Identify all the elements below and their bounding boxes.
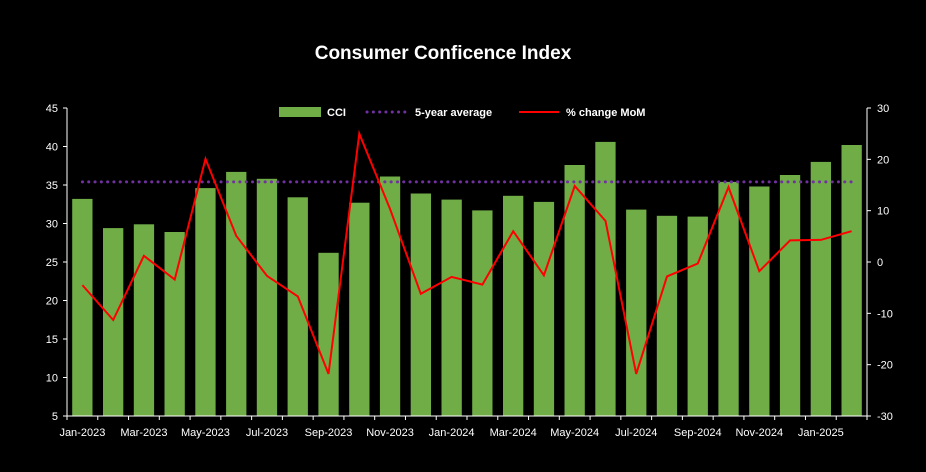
bar-cci-Nov-2023 xyxy=(379,176,401,416)
x-tick-label: Mar-2024 xyxy=(490,427,537,439)
y-right-tick-label: -30 xyxy=(877,411,893,423)
y-right-tick-label: -20 xyxy=(877,360,893,372)
legend-label-pct-change-mom: % change MoM xyxy=(566,107,645,119)
bar-cci-Jan-2024 xyxy=(441,199,462,416)
bar-cci-Oct-2023 xyxy=(349,202,370,416)
bar-cci-Mar-2023 xyxy=(133,224,155,416)
y-left-tick-label: 10 xyxy=(46,373,58,385)
bar-cci-May-2024 xyxy=(564,165,585,416)
x-tick-label: Jan-2025 xyxy=(798,427,844,439)
y-left-tick-label: 20 xyxy=(46,296,58,308)
bar-cci-Aug-2024 xyxy=(656,215,678,416)
y-left-tick-label: 45 xyxy=(46,103,58,115)
y-left-tick-label: 15 xyxy=(46,334,58,346)
bar-cci-Feb-2023 xyxy=(103,228,124,416)
x-tick-label: Mar-2023 xyxy=(120,427,167,439)
bar-cci-Jul-2023 xyxy=(256,178,278,416)
bar-cci-May-2023 xyxy=(195,188,216,416)
y-right-tick-label: 0 xyxy=(877,257,883,269)
legend-label-cci: CCI xyxy=(327,107,346,119)
y-right-tick-label: 20 xyxy=(877,154,889,166)
bar-cci-Nov-2024 xyxy=(749,186,770,416)
bar-cci-Apr-2023 xyxy=(164,232,185,416)
x-tick-label: Jul-2023 xyxy=(246,427,288,439)
x-tick-label: May-2023 xyxy=(181,427,230,439)
bar-cci-Feb-2025 xyxy=(841,145,862,416)
bar-cci-Dec-2023 xyxy=(410,193,431,416)
bar-cci-Sep-2023 xyxy=(318,252,339,416)
bar-cci-Jan-2023 xyxy=(72,198,93,416)
legend-swatch-cci xyxy=(279,107,321,117)
x-tick-label: Sep-2024 xyxy=(674,427,722,439)
x-tick-label: Jul-2024 xyxy=(615,427,657,439)
plot-area: 5 10 15 20 25 30 35 40 45 -30 -20 -10 0 10 20 30 Jan-202… xyxy=(46,103,893,439)
bar-cci-Feb-2024 xyxy=(472,210,493,416)
x-tick-label: Jan-2024 xyxy=(429,427,475,439)
x-tick-label: Nov-2024 xyxy=(735,427,783,439)
legend-label-5-year-average: 5-year average xyxy=(415,107,492,119)
y-left-tick-label: 35 xyxy=(46,180,58,192)
x-tick-label: Sep-2023 xyxy=(305,427,353,439)
bar-cci-Mar-2024 xyxy=(503,195,524,416)
bar-cci-Apr-2024 xyxy=(533,201,555,416)
y-left-tick-label: 40 xyxy=(46,142,58,154)
bar-cci-Jan-2025 xyxy=(810,161,831,416)
bar-cci-Dec-2024 xyxy=(779,175,801,416)
x-tick-label: Nov-2023 xyxy=(366,427,414,439)
y-right-tick-label: -10 xyxy=(877,308,893,320)
x-tick-label: May-2024 xyxy=(550,427,599,439)
bar-cci-Aug-2023 xyxy=(287,197,308,416)
y-left-tick-label: 5 xyxy=(52,411,58,423)
x-tick-label: Jan-2023 xyxy=(59,427,105,439)
bar-cci-Jun-2024 xyxy=(595,141,616,416)
y-right-tick-label: 30 xyxy=(877,103,889,115)
bar-cci-Jun-2023 xyxy=(226,171,247,416)
y-left-tick-label: 30 xyxy=(46,219,58,231)
legend: CCI 5-year average % change MoM xyxy=(279,107,645,119)
bar-cci-Jul-2024 xyxy=(626,209,647,416)
y-left-tick-label: 25 xyxy=(46,257,58,269)
y-right-tick-label: 10 xyxy=(877,206,889,218)
bar-cci-Oct-2024 xyxy=(718,181,739,416)
chart-title: Consumer Conficence Index xyxy=(315,43,572,64)
line-pct-change-mom xyxy=(81,129,852,375)
